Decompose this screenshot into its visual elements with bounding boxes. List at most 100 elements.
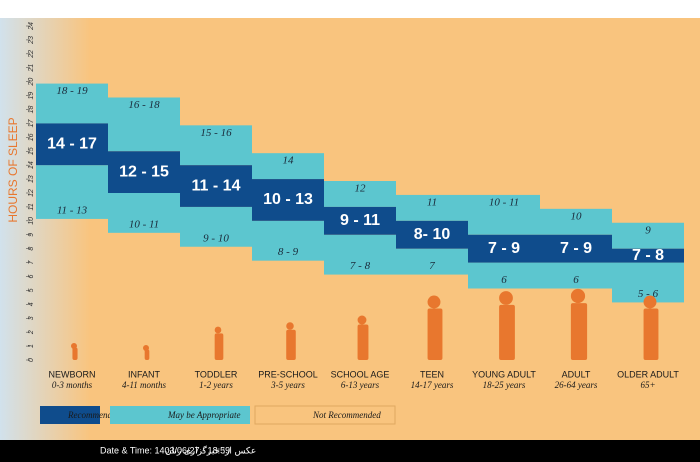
may-be-lower [612, 262, 684, 303]
may-be-upper [324, 181, 396, 207]
x-tick-sublabel: 26-64 years [555, 380, 598, 390]
value-label: 16 - 18 [128, 99, 160, 111]
y-tick-label: 24 [28, 22, 35, 31]
value-label: 9 [645, 224, 651, 236]
person-icon [72, 347, 78, 360]
value-label: 8 - 9 [278, 246, 299, 258]
recommended-bar [540, 234, 612, 263]
value-label: 7 - 9 [560, 240, 592, 257]
y-tick-label: 9 [28, 233, 35, 237]
x-tick-sublabel: 3-5 years [270, 380, 305, 390]
axis-title: HOURS OF SLEEP [6, 117, 20, 222]
recommended-bar [612, 248, 684, 263]
legend-label: Recommended [67, 410, 121, 420]
x-tick-label: ADULT [562, 369, 591, 379]
x-tick-sublabel: 65+ [640, 380, 655, 390]
y-tick-label: 15 [28, 147, 35, 155]
legend-swatch [110, 406, 250, 424]
y-tick-label: 17 [28, 118, 35, 127]
x-tick-label: TODDLER [195, 369, 238, 379]
person-icon [427, 308, 443, 360]
x-tick-label: NEWBORN [49, 369, 96, 379]
person-icon [214, 326, 222, 334]
x-tick-label: PRE-SCHOOL [258, 369, 318, 379]
value-label: 14 [283, 155, 295, 167]
recommended-bar [396, 220, 468, 249]
value-label: 7 [429, 260, 435, 272]
may-be-upper [180, 125, 252, 166]
value-label: 9 - 11 [340, 212, 380, 229]
may-be-upper [540, 208, 612, 235]
value-label: 10 [571, 210, 583, 222]
x-tick-sublabel: 1-2 years [199, 380, 233, 390]
may-be-lower [468, 262, 540, 289]
may-be-upper [36, 83, 108, 124]
x-tick-label: YOUNG ADULT [472, 369, 536, 379]
value-label: 12 [355, 183, 367, 195]
y-tick-label: 19 [28, 92, 35, 100]
y-tick-label: 8 [28, 247, 35, 251]
person-icon [144, 349, 150, 360]
legend-label: May be Appropriate [167, 410, 241, 420]
value-label: 18 - 19 [56, 85, 88, 97]
recommended-bar [36, 123, 108, 166]
legend-label: Not Recommended [312, 410, 381, 420]
x-tick-sublabel: 6-13 years [341, 380, 380, 390]
person-icon [427, 295, 441, 309]
may-be-lower [36, 165, 108, 219]
may-be-lower [396, 248, 468, 275]
person-icon [570, 288, 586, 304]
x-tick-sublabel: 18-25 years [483, 380, 526, 390]
y-tick-label: 13 [28, 175, 35, 183]
y-tick-label: 22 [28, 50, 35, 59]
y-tick-label: 4 [28, 302, 35, 306]
value-label: 10 - 13 [263, 191, 313, 208]
may-be-lower [540, 262, 612, 289]
person-icon [643, 295, 657, 309]
may-be-lower [108, 193, 180, 233]
footer-bar [0, 440, 700, 462]
y-tick-label: 14 [28, 161, 35, 169]
y-tick-label: 16 [28, 133, 35, 141]
recommended-bar [252, 179, 324, 221]
y-tick-label: 21 [28, 64, 35, 73]
person-icon [286, 322, 294, 330]
y-tick-label: 0 [28, 358, 35, 362]
value-label: 10 - 11 [489, 196, 519, 208]
value-label: 6 [573, 274, 579, 286]
y-tick-label: 5 [28, 288, 35, 292]
y-tick-label: 3 [28, 316, 35, 320]
y-tick-label: 1 [28, 344, 35, 348]
may-be-upper [108, 97, 180, 152]
x-tick-sublabel: 0-3 months [52, 380, 93, 390]
y-tick-label: 18 [28, 106, 35, 114]
value-label: 11 - 14 [192, 177, 241, 194]
y-tick-label: 7 [28, 260, 35, 265]
y-tick-label: 2 [28, 330, 35, 335]
legend-swatch [40, 406, 100, 424]
value-label: 14 - 17 [47, 136, 97, 153]
person-icon [357, 315, 367, 325]
person-icon [286, 329, 296, 360]
x-tick-label: INFANT [128, 369, 161, 379]
recommended-bar [324, 206, 396, 235]
recommended-bar [180, 165, 252, 207]
person-icon [214, 333, 224, 360]
person-icon [570, 303, 588, 360]
value-label: 10 - 11 [129, 218, 159, 230]
value-label: 7 - 9 [488, 240, 520, 257]
x-tick-label: SCHOOL AGE [331, 369, 390, 379]
value-label: 11 [427, 196, 437, 208]
may-be-lower [324, 234, 396, 275]
person-icon [71, 343, 77, 349]
value-label: 6 [501, 274, 507, 286]
person-icon [357, 324, 369, 360]
y-tick-label: 12 [28, 189, 35, 197]
footer-source: عکس از: خبرگزاری زنان [165, 444, 256, 456]
y-tick-label: 23 [28, 36, 35, 45]
value-label: 11 - 13 [57, 204, 88, 216]
may-be-upper [252, 153, 324, 180]
value-label: 7 - 8 [350, 260, 371, 272]
may-be-upper [468, 194, 540, 235]
